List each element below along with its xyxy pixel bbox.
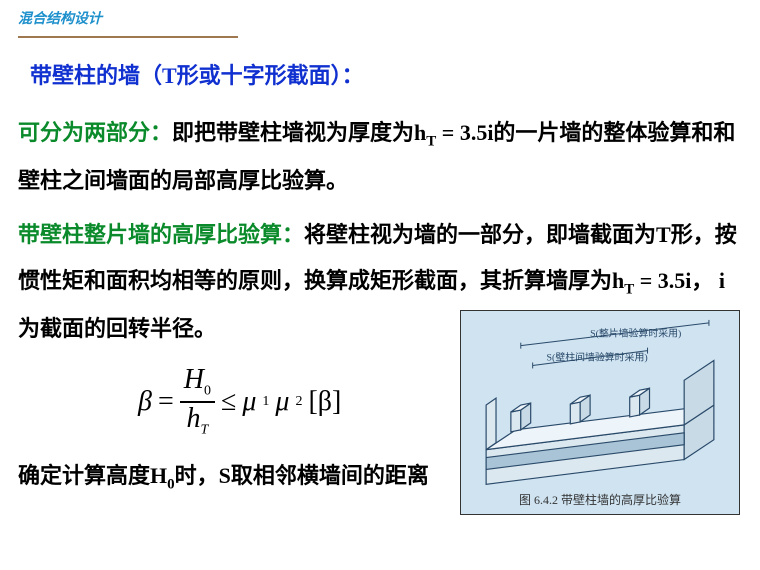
dim-label-1: S(整片墙验算时采用) (590, 327, 681, 340)
figure-caption: 图 6.4.2 带壁柱墙的高厚比验算 (461, 491, 739, 508)
frac-num-sub: 0 (204, 384, 211, 399)
formula-mu1-sub: 1 (262, 394, 269, 410)
figure-diagram: S(整片墙验算时采用) S(壁柱间墙验算时采用) 图 6.4.2 带壁柱墙的高厚… (460, 310, 740, 515)
formula-beta: β (138, 386, 152, 418)
frac-den-sub: T (200, 423, 208, 438)
para1-text-a: 即把带壁柱墙视为厚度为h (172, 120, 426, 145)
section-subtitle: 带壁柱的墙（T形或十字形截面）： (0, 38, 760, 100)
paragraph-1: 可分为两部分：即把带壁柱墙视为厚度为hT = 3.5i的一片墙的整体验算和和壁柱… (18, 110, 742, 204)
formula-eq: = (158, 386, 174, 418)
wall-svg: S(整片墙验算时采用) S(壁柱间墙验算时采用) (461, 311, 739, 514)
para1-lead: 可分为两部分： (18, 120, 172, 145)
para1-sub1: T (426, 133, 436, 149)
lastline-b: 时，S取相邻横墙间的距离 (175, 463, 429, 488)
course-header: 混合结构设计 (0, 0, 760, 30)
dim-label-2: S(壁柱间墙验算时采用) (547, 351, 648, 364)
formula-mu2-sub: 2 (295, 394, 302, 410)
formula-bracket: [β] (308, 386, 341, 418)
para2-sub1: T (624, 282, 634, 298)
formula-fraction: H0 hT (180, 366, 215, 437)
formula-le: ≤ (221, 386, 236, 418)
formula-mu1: μ (242, 386, 256, 418)
lastline-a: 确定计算高度H (18, 463, 167, 488)
frac-num: H (184, 364, 204, 395)
frac-den: h (186, 403, 200, 434)
lastline-sub: 0 (167, 476, 175, 492)
formula-mu2: μ (275, 386, 289, 418)
para2-lead: 带壁柱整片墙的高厚比验算： (18, 222, 304, 247)
